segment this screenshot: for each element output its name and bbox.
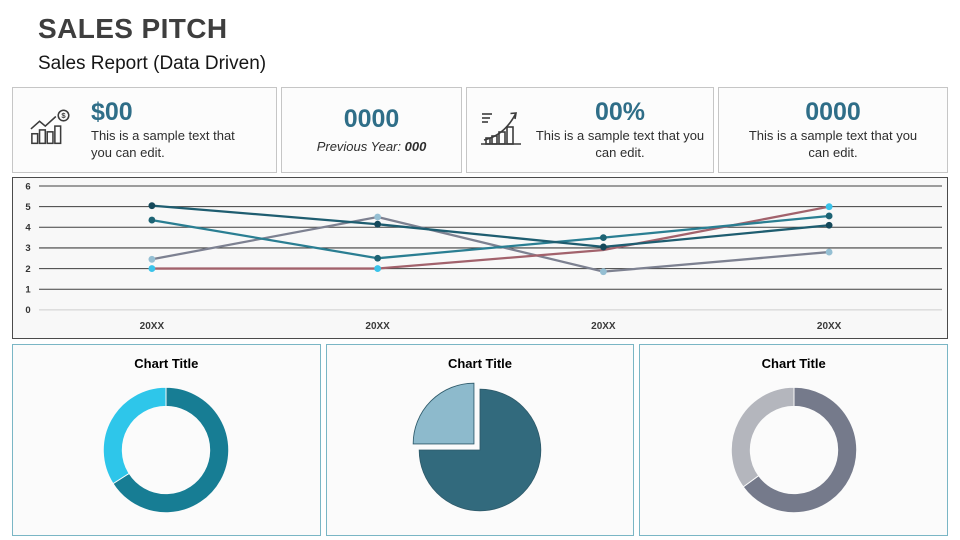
svg-text:20XX: 20XX bbox=[591, 321, 616, 332]
pie-panel-3: Chart Title bbox=[639, 344, 949, 536]
svg-text:3: 3 bbox=[25, 243, 30, 254]
exploded-pie-chart bbox=[412, 382, 542, 512]
svg-text:4: 4 bbox=[25, 223, 31, 234]
stat-description: This is a sample text that you can edit. bbox=[535, 128, 705, 160]
chart-title: Chart Title bbox=[447, 356, 513, 371]
donut-chart-gray bbox=[730, 386, 857, 514]
page-subtitle: Sales Report (Data Driven) bbox=[38, 53, 267, 74]
pie-chart-row: Chart Title Chart Title Chart Title bbox=[12, 344, 949, 536]
bar-chart-dollar-icon: $ bbox=[29, 107, 75, 154]
svg-text:20XX: 20XX bbox=[817, 321, 842, 332]
stat-value: $00 bbox=[91, 97, 133, 126]
donut-chart-teal bbox=[103, 386, 230, 514]
svg-text:1: 1 bbox=[25, 284, 31, 295]
stat-value: 00% bbox=[594, 97, 646, 126]
stat-value: 0000 bbox=[343, 105, 400, 134]
stat-card-total: 0000 This is a sample text that you can … bbox=[718, 87, 948, 173]
previous-year-value: 000 bbox=[404, 138, 427, 154]
svg-text:5: 5 bbox=[25, 202, 31, 213]
stat-description: Previous Year: 000 bbox=[316, 138, 427, 154]
stat-text-block: 00% This is a sample text that you can e… bbox=[535, 97, 713, 162]
stat-text-block: 0000 This is a sample text that you can … bbox=[748, 97, 918, 162]
line-chart-panel: 0 1 2 3 4 5 6 20XX 20XX 20XX 20XX bbox=[12, 177, 948, 339]
stat-value: 0000 bbox=[805, 97, 861, 126]
chart-title: Chart Title bbox=[761, 356, 826, 371]
growth-arrow-chart-icon bbox=[479, 107, 525, 154]
svg-text:$: $ bbox=[61, 111, 66, 120]
chart-title: Chart Title bbox=[134, 356, 199, 371]
stat-text-block: $00 This is a sample text that you can e… bbox=[91, 97, 243, 162]
sales-line-chart: 0 1 2 3 4 5 6 20XX 20XX 20XX 20XX bbox=[25, 181, 942, 332]
stat-card-revenue: $ $00 This is a sample text that you can… bbox=[12, 87, 277, 173]
svg-text:6: 6 bbox=[25, 181, 30, 192]
stat-text-block: 0000 Previous Year: 000 bbox=[316, 105, 427, 154]
pie-panel-1: Chart Title bbox=[12, 344, 321, 536]
svg-text:20XX: 20XX bbox=[365, 321, 390, 332]
stats-row: $ $00 This is a sample text that you can… bbox=[12, 87, 948, 173]
svg-text:2: 2 bbox=[25, 264, 30, 275]
svg-text:0: 0 bbox=[25, 305, 30, 316]
stat-description: This is a sample text that you can edit. bbox=[91, 128, 235, 160]
slide-header: SALES PITCH Sales Report (Data Driven) bbox=[38, 13, 266, 75]
stat-description: This is a sample text that you can edit. bbox=[748, 128, 918, 160]
pie-panel-2: Chart Title bbox=[325, 344, 635, 536]
svg-text:20XX: 20XX bbox=[140, 321, 165, 332]
stat-card-previous-year: 0000 Previous Year: 000 bbox=[281, 87, 462, 173]
stat-card-percent: 00% This is a sample text that you can e… bbox=[466, 87, 714, 173]
page-title: SALES PITCH bbox=[38, 13, 228, 44]
